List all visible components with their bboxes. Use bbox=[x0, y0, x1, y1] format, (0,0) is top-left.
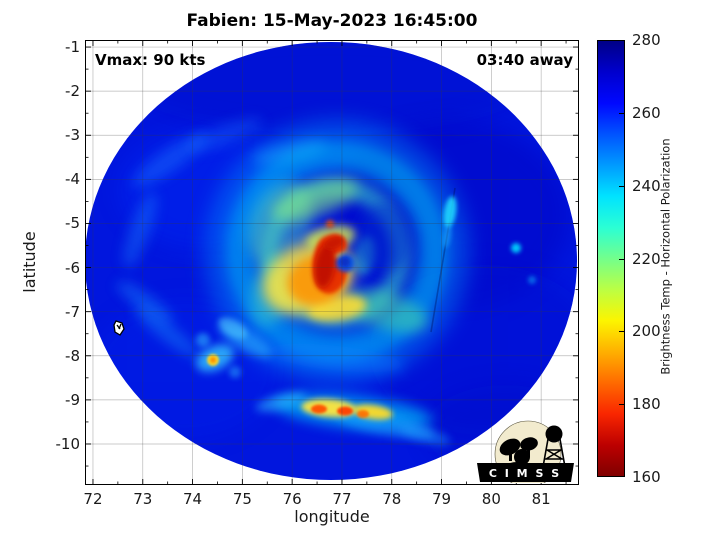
x-tick-label: 81 bbox=[531, 490, 551, 508]
colorbar-tick-label: 160 bbox=[632, 468, 661, 486]
cimss-logo-text: C I M S S bbox=[489, 467, 561, 480]
y-tick-label: -5 bbox=[65, 214, 80, 233]
x-tick-label: 80 bbox=[481, 490, 501, 508]
logo-banner bbox=[477, 463, 574, 482]
x-tick-label: 73 bbox=[133, 490, 153, 508]
colorbar-tick-label: 260 bbox=[632, 103, 661, 122]
colorbar-tick bbox=[619, 112, 624, 114]
cimss-logo: C I M S S bbox=[477, 420, 574, 483]
y-tick-label: -1 bbox=[65, 38, 80, 57]
y-tick-label: -3 bbox=[65, 126, 80, 145]
island-marker bbox=[113, 320, 125, 336]
y-tick-label: -7 bbox=[65, 302, 80, 321]
colorbar-tick-label: 220 bbox=[632, 249, 661, 268]
x-tick-label: 72 bbox=[83, 490, 103, 508]
y-tick-label: -6 bbox=[65, 258, 80, 277]
colorbar-tick-label: 280 bbox=[632, 31, 661, 49]
colorbar-tick bbox=[619, 331, 624, 333]
x-tick-label: 77 bbox=[332, 490, 352, 508]
plot-title: Fabien: 15-May-2023 16:45:00 bbox=[186, 11, 478, 31]
colorbar-tick-label: 240 bbox=[632, 176, 661, 195]
x-tick-label: 76 bbox=[282, 490, 302, 508]
x-tick-label: 79 bbox=[432, 490, 452, 508]
logo-watertower-icon bbox=[545, 425, 563, 443]
x-axis-label: longitude bbox=[294, 507, 370, 526]
logo-dish-right-icon bbox=[520, 437, 538, 451]
y-tick-label: -8 bbox=[65, 346, 80, 365]
eta-annotation: 03:40 away bbox=[476, 51, 573, 69]
x-tick-label: 75 bbox=[232, 490, 252, 508]
vmax-annotation: Vmax: 90 kts bbox=[95, 51, 206, 69]
plot-area: Vmax: 90 kts 03:40 away C I M S S bbox=[85, 40, 579, 485]
x-tick-label: 74 bbox=[183, 490, 203, 508]
colorbar-tick-label: 200 bbox=[632, 322, 661, 341]
logo-dish-left-icon bbox=[499, 438, 521, 456]
colorbar-tick bbox=[619, 185, 624, 187]
colorbar-tick bbox=[619, 258, 624, 260]
colorbar-tick-label: 180 bbox=[632, 395, 661, 414]
y-tick-label: -9 bbox=[65, 390, 80, 409]
y-tick-label: -10 bbox=[55, 434, 81, 453]
x-tick-label: 78 bbox=[382, 490, 402, 508]
logo-dome bbox=[514, 449, 530, 465]
axes-frame bbox=[85, 40, 579, 485]
y-tick-label: -2 bbox=[65, 82, 80, 101]
brightness-temp-map bbox=[85, 40, 579, 485]
colorbar-label: Brightness Temp - Horizontal Polarizatio… bbox=[658, 138, 673, 375]
grid-lines bbox=[85, 40, 579, 485]
colorbar-tick bbox=[619, 404, 624, 406]
y-tick-label: -4 bbox=[65, 170, 80, 189]
